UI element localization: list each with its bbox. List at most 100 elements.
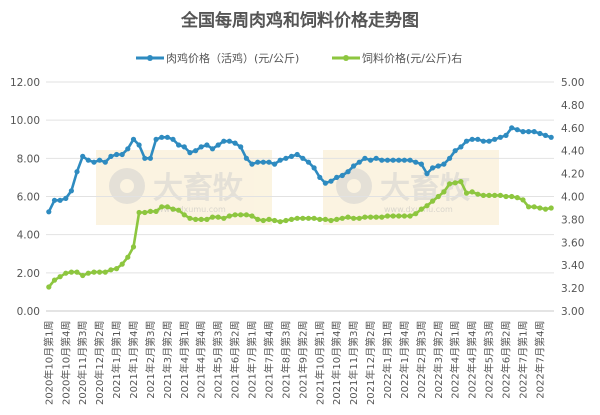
data-point-chicken (447, 155, 453, 161)
x-axis-tick-label: 2022年2月第3周 (415, 321, 428, 399)
data-point-feed (514, 195, 520, 201)
data-point-feed (480, 192, 486, 198)
data-point-chicken (272, 161, 278, 167)
data-point-feed (51, 277, 58, 283)
data-point-feed (46, 284, 52, 290)
data-point-feed (147, 208, 153, 214)
series-layer (46, 125, 554, 290)
x-axis-tick-label: 2022年3月第2周 (432, 321, 445, 399)
data-point-chicken (407, 157, 413, 163)
x-axis-tick-label: 2022年5月第3周 (483, 320, 496, 398)
x-axis-tick-label: 2021年11月第3周 (347, 321, 360, 406)
data-point-feed (164, 204, 170, 210)
x-axis-tick-label: 2021年3月第2周 (161, 321, 174, 399)
data-point-feed (317, 216, 323, 222)
data-point-feed (288, 216, 295, 222)
right-axis-tick-label: 3.00 (561, 306, 584, 318)
data-point-feed (328, 217, 334, 224)
data-point-chicken (125, 146, 131, 152)
data-point-feed (334, 216, 340, 222)
data-point-feed (97, 269, 103, 275)
watermark-left-logo-inner (120, 179, 134, 193)
x-axis: 2020年10月第1周 2020年10月第4周 2020年11月第3周 2020年12… (42, 320, 546, 405)
data-point-feed (435, 193, 441, 200)
data-point-chicken (57, 197, 63, 203)
data-point-chicken (193, 148, 199, 154)
watermark-right-url: www.dxumu.com (384, 205, 453, 214)
x-axis-tick-label: 2020年11月第3周 (76, 321, 89, 406)
legend: 肉鸡价格（活鸡）(元/公斤) 饲料价格(元/公斤)右 (136, 51, 462, 65)
data-point-chicken (311, 165, 317, 171)
x-axis-tick-label: 2020年10月第4周 (59, 321, 72, 406)
data-point-chicken (520, 129, 526, 135)
data-point-chicken (119, 151, 125, 158)
data-point-chicken (232, 140, 238, 146)
data-point-feed (170, 206, 176, 212)
data-point-chicken (537, 130, 543, 137)
data-point-feed (226, 213, 232, 219)
data-point-feed (300, 215, 306, 221)
data-point-feed (509, 193, 515, 200)
data-point-feed (373, 214, 379, 220)
data-point-chicken (390, 157, 396, 163)
x-axis-tick-label: 2021年4月第1周 (178, 321, 191, 399)
data-point-feed (469, 189, 475, 195)
data-point-feed (176, 207, 182, 213)
x-axis-tick-label: 2021年2月第3周 (144, 321, 157, 399)
data-point-feed (91, 269, 97, 275)
left-axis-tick-label: 6.00 (17, 192, 40, 204)
data-point-feed (542, 206, 549, 212)
x-axis-tick-label: 2021年9月第2周 (296, 321, 309, 399)
data-point-chicken (266, 159, 272, 165)
data-point-chicken (328, 178, 334, 184)
x-axis-tick-label: 2021年5月第3周 (212, 321, 225, 399)
left-axis: 0.00 2.00 4.00 6.00 8.00 10.00 12.00 (10, 77, 40, 318)
data-point-feed (526, 204, 532, 210)
data-point-chicken (458, 144, 464, 150)
data-point-feed (396, 213, 402, 219)
data-point-chicken (452, 148, 458, 154)
data-point-chicken (97, 157, 103, 163)
data-point-chicken (147, 155, 153, 161)
data-point-chicken (362, 155, 368, 161)
data-point-feed (159, 204, 165, 210)
data-point-chicken (373, 155, 379, 161)
data-point-feed (68, 269, 74, 275)
left-axis-tick-label: 8.00 (17, 153, 40, 165)
data-point-feed (209, 214, 216, 220)
watermark-left-url: www.dxumu.com (157, 205, 226, 214)
data-point-chicken (108, 153, 114, 159)
data-point-feed (339, 215, 345, 221)
data-point-chicken (463, 138, 470, 144)
x-axis-tick-label: 2022年1月第4周 (398, 321, 411, 399)
data-point-chicken (503, 132, 509, 138)
data-point-feed (390, 213, 396, 219)
data-point-feed (424, 203, 430, 209)
data-point-feed (368, 214, 374, 220)
data-point-chicken (542, 132, 549, 138)
data-point-feed (430, 198, 436, 204)
data-point-feed (294, 215, 300, 221)
data-point-chicken (221, 138, 227, 144)
data-point-chicken (46, 209, 52, 215)
data-point-feed (243, 212, 249, 218)
x-axis-tick-label: 2022年1月第1周 (381, 321, 394, 399)
data-point-chicken (181, 144, 187, 150)
data-point-feed (503, 193, 509, 200)
gridlines (46, 81, 554, 312)
data-point-feed (136, 209, 142, 216)
data-point-chicken (294, 151, 300, 158)
data-point-chicken (226, 138, 232, 144)
x-axis-tick-label: 2021年7月第4周 (262, 321, 275, 399)
data-point-feed (80, 272, 86, 279)
left-axis-tick-label: 10.00 (10, 115, 40, 127)
data-point-feed (277, 219, 283, 225)
data-point-feed (283, 217, 289, 224)
data-point-chicken (497, 134, 503, 140)
data-point-chicken (91, 159, 97, 165)
legend-marker-feed (343, 55, 349, 61)
x-axis-tick-label: 2021年12月第2周 (364, 321, 377, 406)
data-point-feed (125, 254, 131, 260)
data-point-feed (255, 216, 261, 222)
